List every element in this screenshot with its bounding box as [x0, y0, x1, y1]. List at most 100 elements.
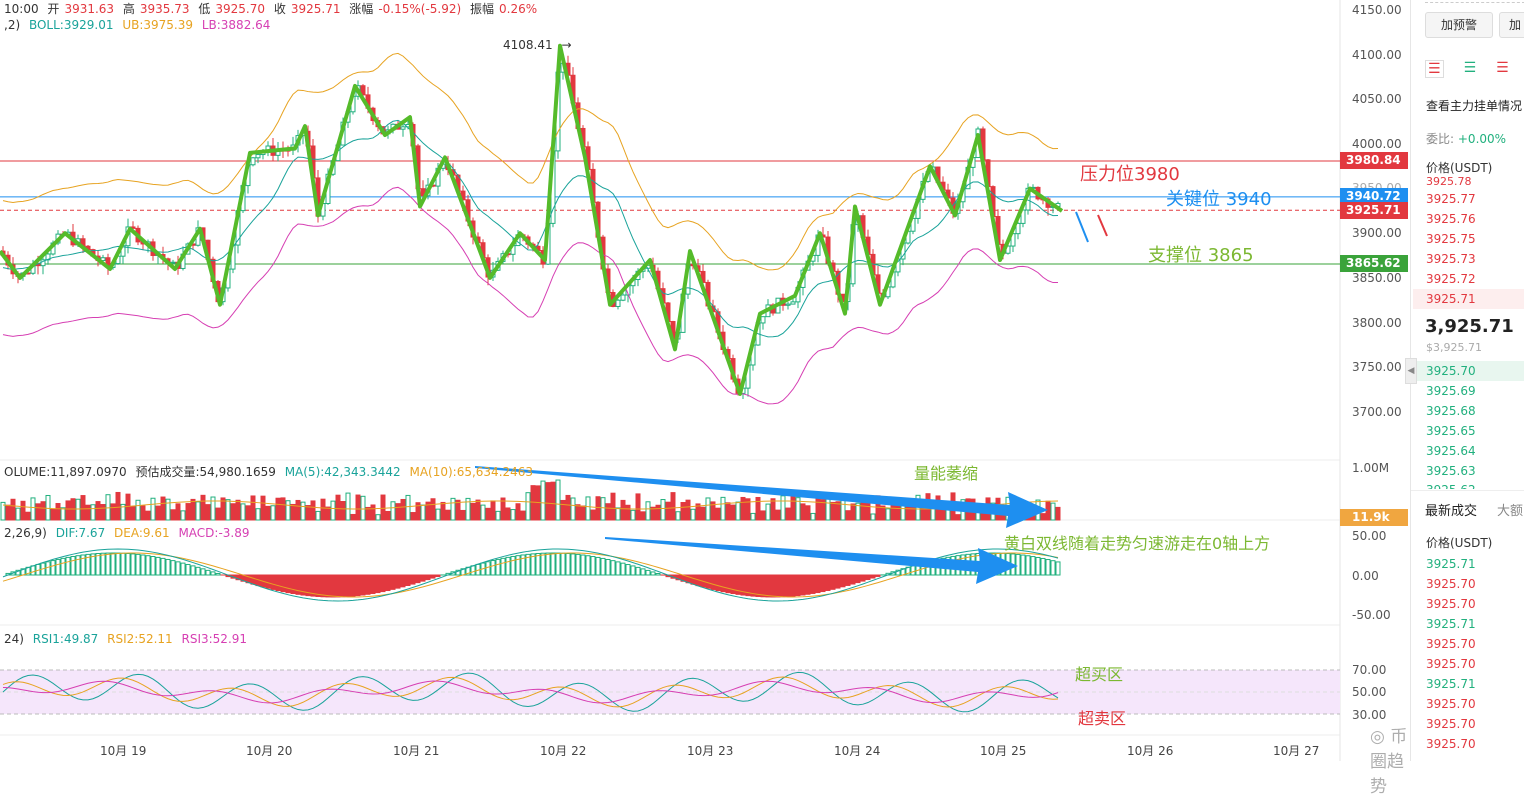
macd-bar	[866, 575, 870, 580]
macd-bar	[296, 575, 300, 594]
volume-bar	[671, 493, 675, 520]
macd-bar	[756, 575, 760, 597]
macd-bar	[1041, 558, 1045, 575]
ask-row[interactable]: 3925.71	[1426, 292, 1476, 306]
macd-bar	[781, 575, 785, 597]
date-label: 10月 20	[246, 742, 292, 759]
trade-row: 3925.70	[1426, 637, 1476, 651]
macd-bar	[691, 575, 695, 584]
volume-bar	[291, 504, 295, 520]
volume-bar	[871, 514, 875, 520]
volume-bar	[256, 509, 260, 520]
macd-bar	[631, 566, 635, 575]
ask-row[interactable]: 3925.78	[1426, 175, 1472, 185]
add-alert-button[interactable]: 加预警	[1425, 12, 1493, 38]
macd-bar	[711, 575, 715, 589]
volume-bar	[681, 503, 685, 520]
macd-bar	[721, 575, 725, 592]
macd-bar	[96, 554, 100, 575]
volume-bar	[571, 498, 575, 520]
candle-body	[791, 302, 795, 304]
macd-bar	[76, 556, 80, 575]
volume-bar	[1046, 501, 1050, 520]
wave-zigzag-line	[0, 46, 1062, 394]
collapse-handle-icon[interactable]: ◀	[1405, 358, 1417, 384]
macd-axis-label: 0.00	[1352, 569, 1379, 583]
both-sides-icon[interactable]: ☰	[1425, 60, 1444, 78]
macd-annotation: 黄白双线随着走势匀速游走在0轴上方	[1004, 530, 1270, 554]
boll-lower-line	[3, 187, 1058, 403]
trade-row: 3925.70	[1426, 657, 1476, 671]
volume-bar	[1051, 503, 1055, 520]
macd-bar	[316, 575, 320, 597]
macd-bar	[141, 555, 145, 575]
volume-bar	[631, 510, 635, 520]
ask-row[interactable]: 3925.75	[1426, 232, 1476, 246]
change-value: -0.15%(-5.92)	[378, 2, 461, 16]
macd-bar	[1021, 555, 1025, 575]
macd-bar	[321, 575, 325, 597]
volume-bar	[686, 500, 690, 520]
macd-bar	[421, 575, 425, 581]
macd-bar	[731, 575, 735, 594]
macd-bar	[641, 569, 645, 575]
ask-row[interactable]: 3925.77	[1426, 192, 1476, 206]
macd-axis-label: -50.00	[1352, 608, 1391, 622]
volume-bar	[841, 500, 845, 520]
bid-row[interactable]: 3925.62	[1426, 483, 1476, 489]
macd-bar	[501, 558, 505, 575]
macd-bar	[396, 575, 400, 588]
bid-row[interactable]: 3925.68	[1426, 404, 1476, 418]
bid-row[interactable]: 3925.65	[1426, 424, 1476, 438]
macd-bar	[71, 556, 75, 575]
main-orders-link[interactable]: 查看主力挂单情况	[1426, 97, 1522, 114]
macd-bar	[356, 575, 360, 596]
macd-bar	[766, 575, 770, 597]
bid-row[interactable]: 3925.64	[1426, 444, 1476, 458]
macd-bar	[796, 575, 800, 596]
macd-bar	[401, 575, 405, 587]
volume-bar	[891, 504, 895, 520]
macd-bar	[871, 575, 875, 578]
volume-bar	[281, 498, 285, 520]
volume-bar	[701, 507, 705, 520]
bid-row[interactable]: 3925.63	[1426, 464, 1476, 478]
macd-value: MACD:-3.89	[178, 526, 249, 540]
volume-bar	[446, 510, 450, 520]
add-button[interactable]: 加	[1499, 12, 1524, 38]
volume-bar	[216, 508, 220, 520]
volume-bar	[196, 502, 200, 520]
ask-row[interactable]: 3925.72	[1426, 272, 1476, 286]
date-label: 10月 19	[100, 742, 146, 759]
sell-side-icon[interactable]: ☰	[1496, 60, 1509, 78]
ask-row[interactable]: 3925.73	[1426, 252, 1476, 266]
buy-side-icon[interactable]: ☰	[1464, 60, 1477, 78]
volume-bar	[266, 506, 270, 520]
volume-bar	[351, 514, 355, 520]
bid-row[interactable]: 3925.69	[1426, 384, 1476, 398]
bid-row[interactable]: 3925.70	[1426, 364, 1476, 378]
boll-header: ,2) BOLL:3929.01 UB:3975.39 LB:3882.64	[4, 18, 275, 32]
volume-bar	[496, 511, 500, 520]
last-price: 3,925.71	[1425, 316, 1514, 337]
volume-bar	[1041, 514, 1045, 520]
volume-bar	[591, 510, 595, 520]
macd-bar	[1026, 556, 1030, 575]
volume-bar	[206, 505, 210, 520]
candle-body	[621, 295, 625, 300]
volume-bar	[211, 497, 215, 520]
ask-row[interactable]: 3925.76	[1426, 212, 1476, 226]
macd-bar	[856, 575, 860, 583]
tab-latest-trades[interactable]: 最新成交	[1425, 500, 1477, 519]
volume-bar	[791, 493, 795, 520]
macd-bar	[171, 561, 175, 575]
volume-bar	[436, 509, 440, 520]
tab-large-trades[interactable]: 大额	[1497, 500, 1523, 519]
volume-bar	[656, 505, 660, 520]
candle-body	[171, 262, 175, 263]
trade-row: 3925.70	[1426, 737, 1476, 751]
candle-body	[616, 300, 620, 306]
volume-bar	[166, 499, 170, 520]
chart-canvas[interactable]	[0, 0, 1410, 761]
